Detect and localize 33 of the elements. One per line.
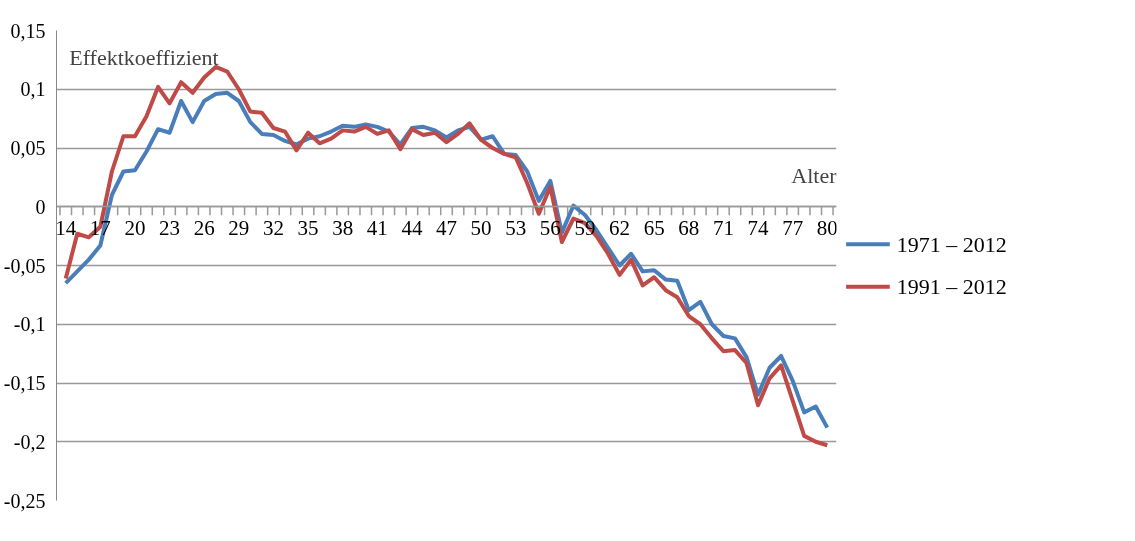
x-tick-label: 47	[436, 215, 457, 240]
x-tick-label: 38	[332, 215, 354, 240]
x-tick-label: 71	[712, 215, 734, 240]
y-tick-label: 0	[35, 195, 46, 218]
x-tick-label: 32	[262, 215, 284, 240]
y-axis-title: Effektkoeffizient	[69, 44, 219, 70]
y-tick-label: -0,1	[13, 313, 46, 336]
x-tick-label: 44	[401, 215, 423, 240]
x-tick-label: 68	[678, 215, 700, 240]
legend-label: 1971 – 2012	[896, 231, 1007, 257]
x-tick-label: 23	[159, 215, 181, 240]
x-tick-label: 65	[643, 215, 665, 240]
x-tick-label: 14	[55, 215, 77, 240]
y-tick-label: 0,1	[20, 78, 46, 101]
y-tick-label: -0,05	[3, 254, 46, 277]
x-axis-title: Alter	[791, 162, 838, 188]
y-tick-label: -0,15	[3, 372, 46, 394]
x-tick-label: 74	[747, 215, 770, 240]
x-tick-label: 20	[124, 215, 146, 240]
x-tick-label: 26	[193, 215, 215, 240]
y-tick-label: -0,2	[13, 430, 46, 453]
y-tick-label: -0,25	[3, 489, 46, 512]
x-tick-label: 53	[505, 215, 527, 240]
y-tick-label: 0,05	[10, 137, 46, 159]
x-tick-label: 29	[228, 215, 250, 240]
x-tick-label: 50	[470, 215, 492, 240]
x-tick-label: 41	[366, 215, 388, 240]
x-tick-label: 62	[609, 215, 631, 240]
legend-label: 1991 – 2012	[896, 274, 1007, 300]
x-tick-label: 35	[297, 215, 319, 240]
x-tick-label: 77	[782, 215, 804, 240]
x-tick-label: 80	[816, 215, 838, 240]
y-tick-label: 0,15	[10, 19, 46, 42]
